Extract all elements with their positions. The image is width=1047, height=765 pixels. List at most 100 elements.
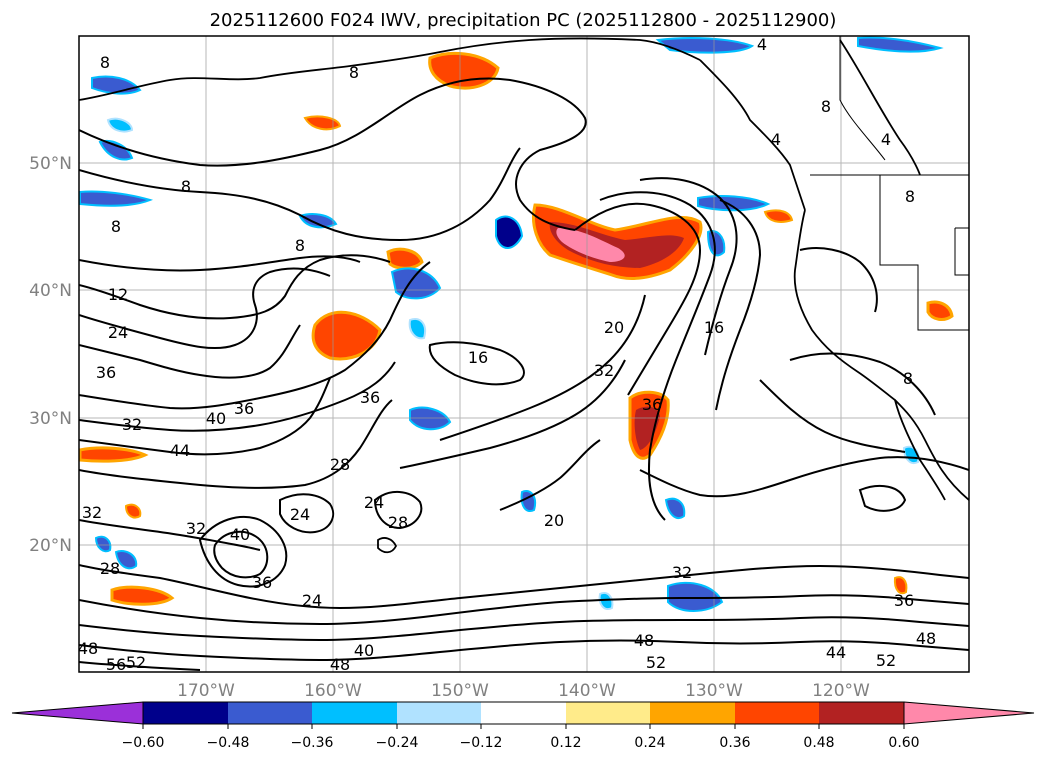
precip-region [857, 36, 944, 53]
contour-label: 44 [826, 643, 846, 662]
lat-label: 20°N [29, 536, 72, 556]
colorbar-tick-label: 0.60 [888, 735, 919, 751]
contour-label: 52 [876, 651, 896, 670]
contour-label: 28 [388, 513, 408, 532]
colorbar-tick-label: −0.24 [376, 735, 419, 751]
colorbar-frame [142, 701, 905, 725]
iwv-contour [79, 324, 301, 379]
coastline-alaska [79, 37, 701, 101]
iwv-contour [79, 616, 969, 642]
contour-label: 12 [108, 285, 128, 304]
iwv-contour [439, 294, 646, 441]
precip-region [706, 230, 726, 257]
contour-label: 28 [330, 455, 350, 474]
iwv-contour [79, 594, 969, 626]
iwv-contour [599, 191, 716, 521]
precip-region [634, 406, 660, 450]
precip-region [124, 503, 142, 519]
precip-region [98, 140, 134, 161]
coastline-baja [894, 399, 946, 501]
lon-label: 150°W [431, 681, 489, 701]
coastline-alaska-panhandle [699, 59, 806, 211]
precip-region [386, 247, 424, 270]
colorbar-tick-label: 0.12 [550, 735, 581, 751]
border-state [954, 227, 969, 276]
map-frame [78, 35, 970, 673]
precip-region [79, 190, 154, 207]
contour-label: 24 [302, 591, 322, 610]
precip-region [926, 300, 954, 321]
colorbar-extend-low [11, 701, 144, 725]
contour-label: 4 [757, 35, 767, 54]
colorbar-tick-label: −0.48 [207, 735, 250, 751]
precip-region [655, 37, 755, 54]
iwv-contour [79, 361, 396, 432]
iwv-contour [789, 352, 936, 416]
contour-label: 20 [544, 511, 564, 530]
colorbar-segment [819, 702, 904, 724]
precip-region [94, 535, 112, 553]
iwv-contour [79, 519, 261, 551]
contour-labels: 8 8 8 8 12 24 36 32 40 36 44 36 16 20 16… [79, 35, 936, 674]
colorbar-tick-label: −0.36 [291, 735, 334, 751]
iwv-contour [858, 484, 907, 512]
iwv-contour [79, 261, 431, 410]
precip-region [106, 117, 134, 133]
contour-label: 40 [206, 409, 226, 428]
contour-label: 24 [108, 323, 128, 342]
contour-label: 16 [468, 348, 488, 367]
contour-label: 36 [642, 395, 662, 414]
contour-label: 8 [111, 217, 121, 236]
coastlines [79, 37, 969, 554]
contour-label: 44 [170, 441, 190, 460]
contour-label: 36 [234, 399, 254, 418]
contour-label: 8 [349, 63, 359, 82]
iwv-contour [715, 199, 762, 411]
iwv-contour [79, 254, 391, 320]
precip-region [114, 550, 138, 570]
lon-label: 160°W [304, 681, 362, 701]
lon-labels: 170°W 160°W 150°W 140°W 130°W 120°W [177, 681, 870, 701]
coastline-west-coast [793, 209, 969, 501]
colorbar-tick-label: 0.48 [803, 735, 834, 751]
colorbar-tick-label: 0.36 [719, 735, 750, 751]
plot-title: 2025112600 F024 IWV, precipitation PC (2… [210, 10, 837, 31]
iwv-contour [373, 491, 423, 530]
contour-label: 8 [905, 187, 915, 206]
iwv-contour [79, 267, 331, 350]
political-borders [810, 36, 969, 331]
coastline-bc [839, 39, 921, 176]
precip-region [495, 215, 524, 249]
precip-region [110, 585, 175, 606]
colorbar-segment [228, 702, 312, 724]
contour-label: 4 [881, 130, 891, 149]
precip-region [408, 318, 426, 340]
contour-label: 36 [96, 363, 116, 382]
lat-labels: 50°N 40°N 30°N 20°N [29, 154, 72, 556]
contour-label: 20 [604, 318, 624, 337]
map-panel: 8 8 8 8 12 24 36 32 40 36 44 36 16 20 16… [78, 35, 970, 674]
iwv-contour [79, 77, 587, 231]
contour-label: 8 [181, 177, 191, 196]
border-alaska [839, 36, 886, 161]
iwv-contour [574, 202, 702, 396]
precip-region [598, 592, 614, 610]
precip-region [298, 213, 338, 229]
contour-label: 28 [100, 559, 120, 578]
precip-region [664, 497, 686, 519]
contour-label: 32 [122, 415, 142, 434]
iwv-contour [639, 177, 738, 356]
colorbar-segment [735, 702, 819, 724]
colorbar-segment [312, 702, 397, 724]
iwv-contour [759, 379, 906, 453]
iwv-contour [79, 255, 361, 272]
precip-region [79, 446, 149, 463]
contour-label: 8 [295, 236, 305, 255]
precip-region [763, 209, 794, 223]
contour-label: 56 [106, 655, 126, 674]
colorbar-segment [650, 702, 735, 724]
colorbar-extend-high [903, 701, 1035, 725]
lat-label: 40°N [29, 281, 72, 301]
colorbar-tick-label: 0.24 [634, 735, 665, 751]
